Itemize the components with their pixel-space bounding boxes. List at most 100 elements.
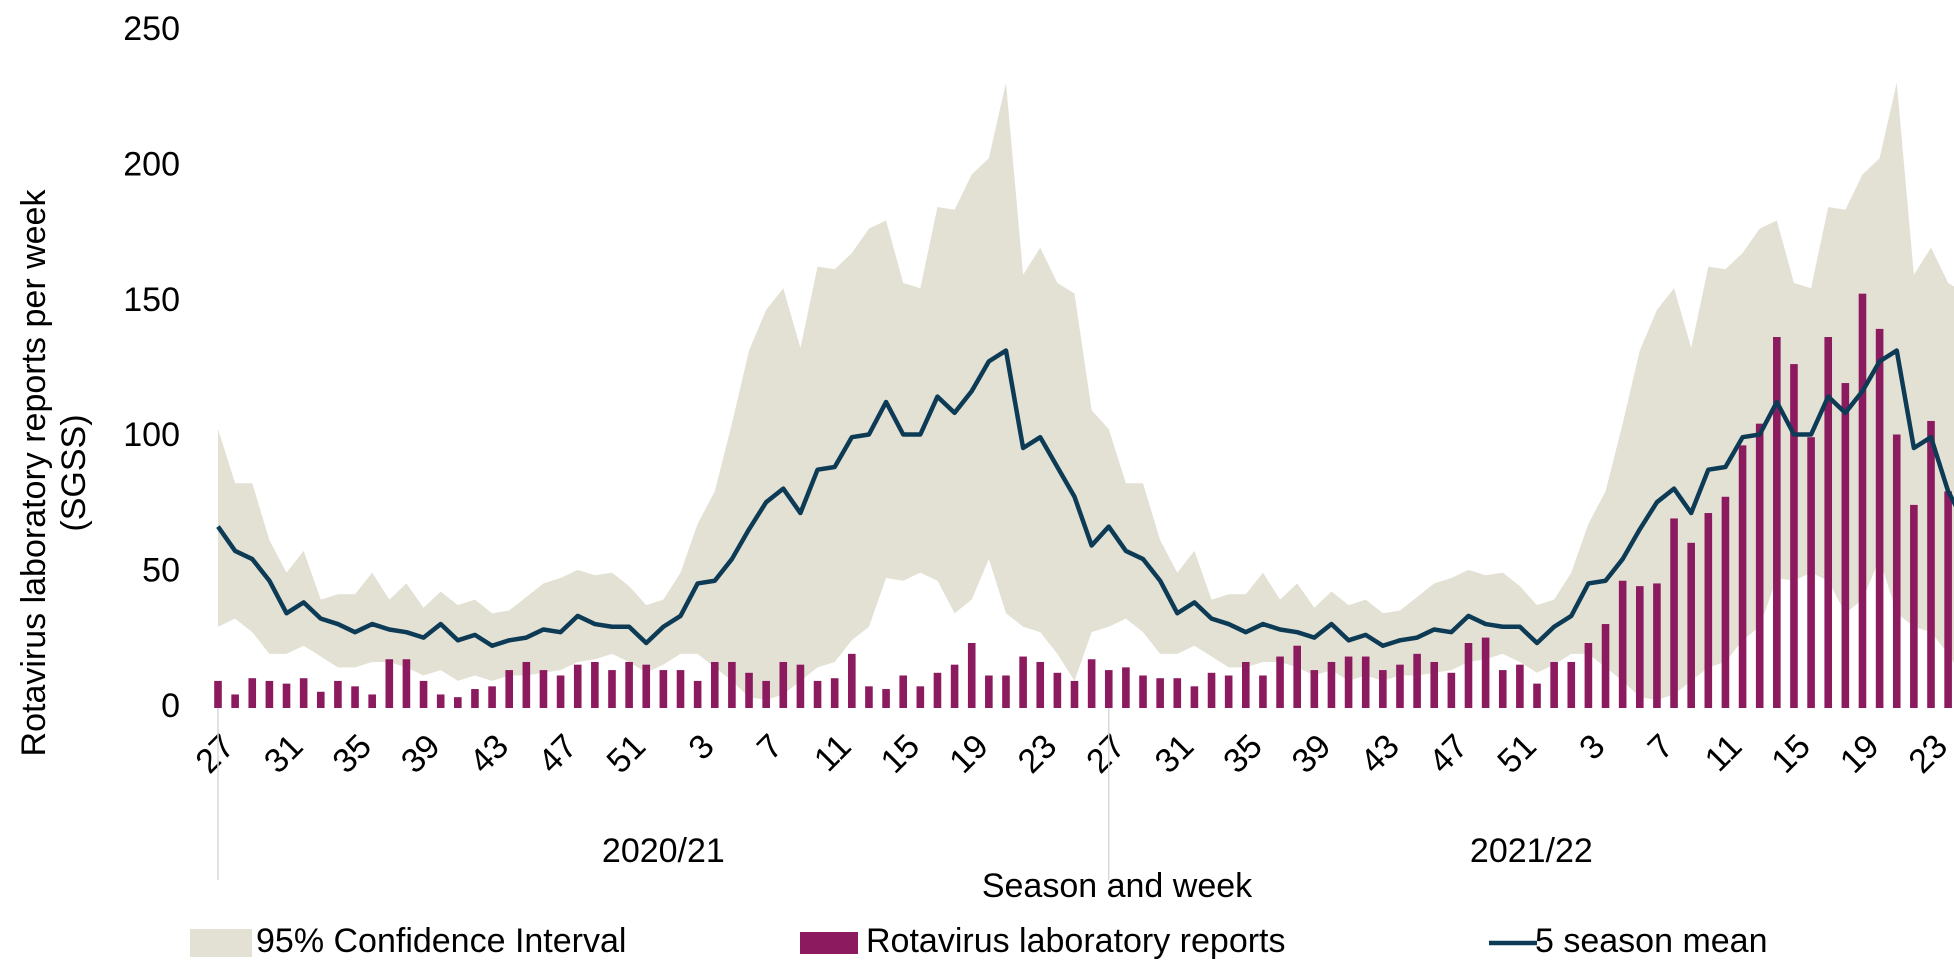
bar (1498, 670, 1507, 708)
bar (710, 661, 719, 708)
bar (1276, 656, 1284, 708)
x-tick-label: 27 (188, 727, 242, 781)
x-tick-label: 3 (681, 727, 721, 767)
bar (1721, 496, 1730, 708)
bar (882, 689, 890, 708)
bar (1773, 337, 1781, 708)
x-tick-label: 51 (1490, 727, 1544, 781)
y-axis-title: Rotavirus laboratory reports per week (15, 189, 53, 757)
bar (848, 653, 856, 708)
bar (608, 670, 616, 708)
bar (591, 661, 599, 708)
bar (334, 680, 342, 708)
bar (1738, 445, 1747, 708)
bar (1002, 675, 1010, 708)
bar (1156, 678, 1164, 708)
bar (556, 675, 565, 708)
x-tick-label: 19 (1833, 727, 1887, 781)
bar (368, 694, 376, 708)
bar (419, 680, 428, 708)
x-tick-label: 47 (531, 727, 585, 781)
bar (1173, 678, 1182, 708)
bar (1019, 656, 1027, 708)
bar (1841, 383, 1850, 708)
x-tick-label: 11 (807, 727, 859, 779)
bar (865, 686, 873, 708)
x-tick-label: 23 (1901, 727, 1954, 781)
bar (916, 686, 925, 708)
bar (402, 659, 411, 708)
x-axis-title: Season and week (982, 867, 1253, 905)
bar (796, 664, 805, 708)
x-tick-label: 35 (325, 727, 379, 781)
legend-label: 5 season mean (1535, 922, 1768, 960)
legend-label: 95% Confidence Interval (256, 922, 626, 960)
bar (1087, 659, 1096, 708)
x-tick-label: 43 (1353, 727, 1407, 781)
bar (1807, 437, 1815, 708)
bar (1550, 661, 1558, 708)
bar (1104, 670, 1113, 708)
y-tick-label: 250 (123, 10, 180, 48)
bar (1259, 675, 1267, 708)
bar (454, 697, 462, 708)
bar (625, 661, 633, 708)
y-tick-label: 200 (123, 145, 180, 183)
bar (248, 678, 257, 708)
bar (1464, 643, 1473, 708)
bar (573, 664, 582, 708)
bar (539, 670, 548, 708)
bar (1618, 580, 1627, 708)
y-tick-label: 150 (123, 281, 180, 319)
bar (1653, 583, 1661, 708)
bar (899, 675, 907, 708)
bar (1670, 518, 1678, 708)
bar (1293, 645, 1301, 708)
legend-swatch (800, 932, 858, 954)
bar (471, 689, 479, 708)
bar (1139, 675, 1147, 708)
bar (745, 672, 753, 708)
x-tick-label: 39 (394, 727, 448, 781)
bar (385, 659, 394, 708)
bar (1396, 664, 1404, 708)
bar (505, 670, 514, 708)
x-tick-label: 15 (874, 727, 928, 781)
y-tick-label: 100 (123, 416, 180, 454)
bar (1361, 656, 1370, 708)
bar (488, 686, 496, 708)
x-tick-label: 31 (1148, 727, 1202, 781)
bar (231, 694, 239, 708)
bar (1344, 656, 1353, 708)
bar (676, 670, 685, 708)
mean-line (216, 348, 1954, 648)
bar (1892, 434, 1901, 708)
confidence-band (218, 82, 1954, 700)
x-tick-label: 31 (257, 727, 311, 781)
bar (1635, 586, 1644, 708)
bar (1858, 293, 1867, 708)
bar (265, 680, 274, 708)
bar (316, 691, 325, 708)
bar (1070, 680, 1079, 708)
bar (1755, 423, 1764, 708)
bar (1704, 513, 1713, 708)
y-tick-label: 0 (161, 687, 180, 725)
bar (1224, 675, 1233, 708)
bar (282, 683, 291, 708)
x-tick-label: 27 (1079, 727, 1133, 781)
y-axis-title: (SGSS) (55, 414, 93, 531)
bar (1790, 364, 1798, 708)
bar (299, 678, 308, 708)
bar (436, 694, 445, 708)
bar (1447, 672, 1456, 708)
bar (1927, 420, 1935, 708)
x-tick-label: 47 (1422, 727, 1476, 781)
bar (1533, 683, 1541, 708)
legend-label: Rotavirus laboratory reports (866, 922, 1286, 960)
legend-swatch (190, 929, 252, 957)
x-tick-label: 7 (750, 727, 790, 767)
bar (1481, 637, 1490, 708)
bar (1122, 667, 1130, 708)
